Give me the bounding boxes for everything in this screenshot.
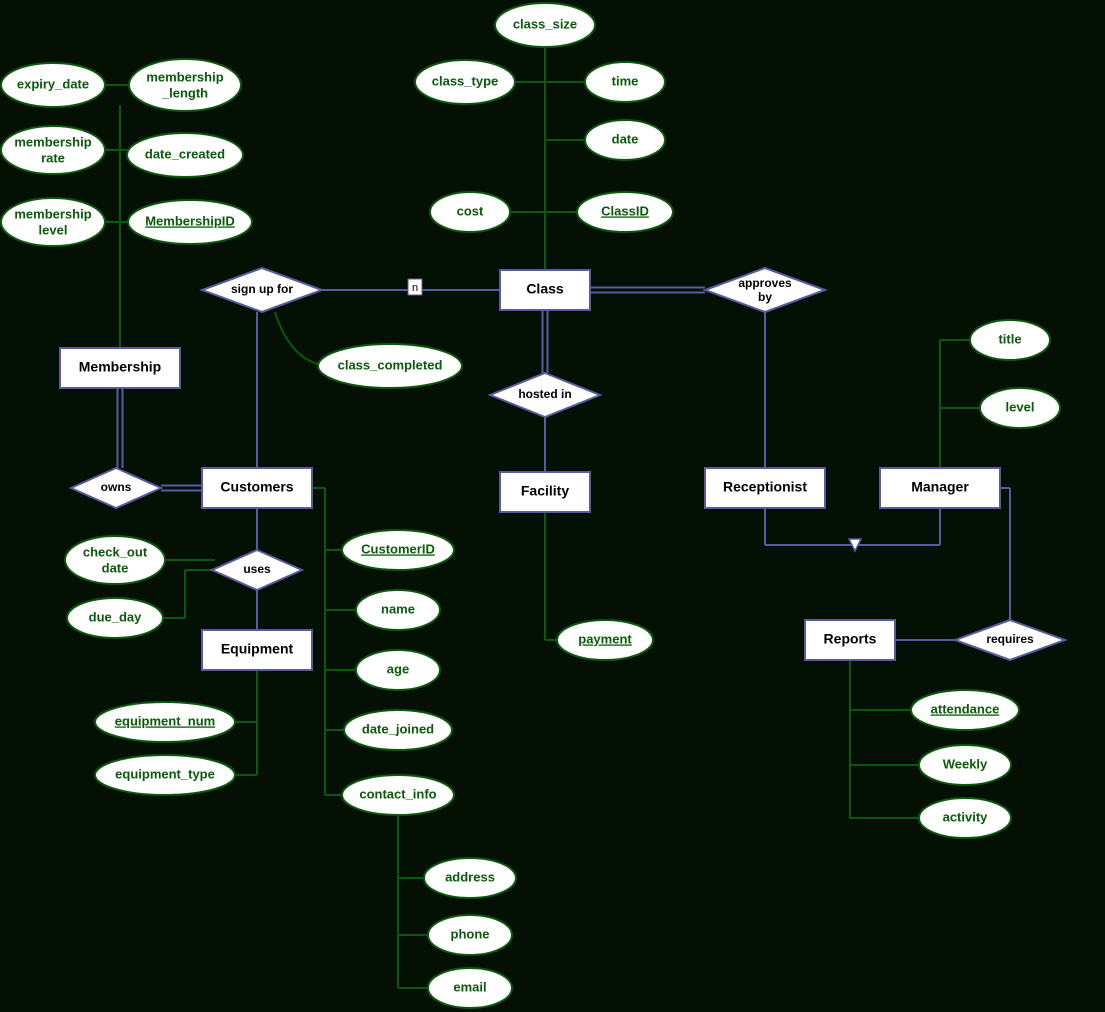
attr-label: membership — [14, 134, 91, 149]
attr-label: class_type — [432, 73, 499, 88]
cardinality-label: n — [412, 282, 418, 294]
entity-label: Equipment — [221, 641, 294, 657]
attr-label: _length — [161, 85, 208, 100]
attr-label: class_completed — [338, 357, 443, 372]
entity-label: Receptionist — [723, 479, 807, 495]
relation-label: uses — [243, 562, 271, 576]
attr-label: payment — [578, 631, 632, 646]
attr-label: date_joined — [362, 721, 434, 736]
relation-label: hosted in — [518, 387, 571, 401]
attr-label: rate — [41, 150, 65, 165]
attr-label: MembershipID — [145, 213, 235, 228]
attr-label: title — [998, 331, 1021, 346]
attr-label: CustomerID — [361, 541, 435, 556]
attr-label: time — [612, 73, 639, 88]
attr-label: class_size — [513, 16, 577, 31]
entity-label: Manager — [911, 479, 969, 495]
attr-label: equipment_type — [115, 766, 215, 781]
relation-label: approves — [738, 276, 792, 290]
entity-label: Customers — [220, 479, 293, 495]
attr-label: date — [102, 560, 129, 575]
attr-label: ClassID — [601, 203, 649, 218]
attr-label: due_day — [89, 609, 143, 624]
attr-label: attendance — [931, 701, 1000, 716]
relation-label: by — [758, 290, 772, 304]
attr-label: level — [1006, 399, 1035, 414]
attr-label: address — [445, 869, 495, 884]
attr-label: check_out — [83, 544, 148, 559]
attr-label: membership — [146, 69, 223, 84]
relation-label: sign up for — [231, 282, 293, 296]
attr-label: phone — [451, 926, 490, 941]
attr-label: expiry_date — [17, 76, 89, 91]
attr-label: age — [387, 661, 409, 676]
attr-label: name — [381, 601, 415, 616]
entity-label: Facility — [521, 483, 569, 499]
attr-label: contact_info — [359, 786, 436, 801]
attr-label: Weekly — [943, 756, 988, 771]
relation-label: owns — [101, 480, 132, 494]
attr-label: email — [453, 979, 486, 994]
attr-label: membership — [14, 206, 91, 221]
attr-label: date_created — [145, 146, 225, 161]
relation-label: requires — [986, 632, 1034, 646]
attr-label: cost — [457, 203, 484, 218]
attr-label: date — [612, 131, 639, 146]
attr-label: activity — [943, 809, 989, 824]
attr-edge-curve — [275, 312, 325, 366]
attr-label: equipment_num — [115, 713, 215, 728]
entity-label: Class — [526, 281, 564, 297]
entity-label: Membership — [79, 359, 161, 375]
attr-label: level — [39, 222, 68, 237]
er-diagram: nexpiry_datemembership_lengthmembershipr… — [0, 0, 1105, 1012]
entity-label: Reports — [824, 631, 877, 647]
